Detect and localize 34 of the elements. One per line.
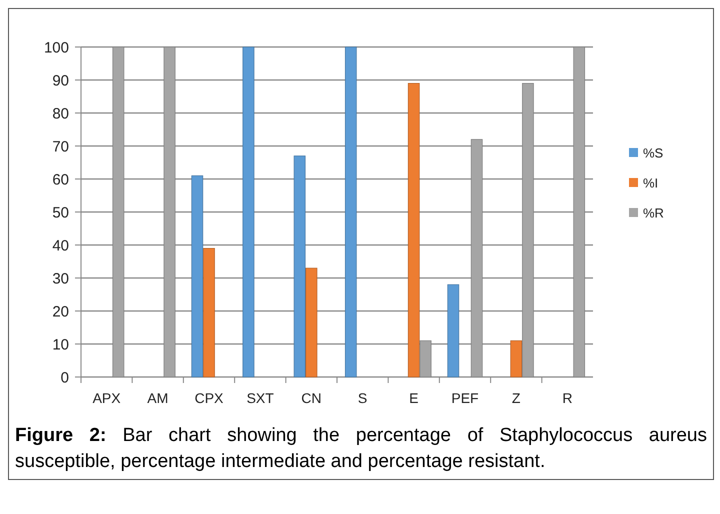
legend-label: %I	[643, 176, 658, 191]
bar	[294, 156, 306, 378]
legend-label: %S	[643, 146, 664, 161]
x-tick-label: CN	[301, 390, 322, 406]
bar	[344, 46, 357, 378]
x-tick-label: PEF	[451, 390, 479, 406]
y-tick-label: 90	[52, 72, 69, 90]
x-tick-label: R	[562, 390, 572, 406]
y-tick-label: 50	[52, 204, 69, 222]
x-tick-label: SXT	[246, 390, 274, 406]
y-tick-label: 40	[52, 237, 69, 254]
bar	[242, 46, 254, 378]
y-tick-label: 0	[60, 369, 69, 386]
y-tick-label: 70	[52, 138, 69, 156]
x-tick-label: Z	[512, 390, 521, 406]
x-tick-label: AM	[147, 390, 168, 406]
y-tick-label: 20	[52, 303, 69, 320]
bar	[510, 340, 522, 378]
x-tick-label: S	[358, 390, 368, 406]
legend-label: %R	[643, 206, 664, 221]
x-tick-label: CPX	[194, 390, 224, 406]
y-tick-label: 60	[52, 171, 69, 188]
x-tick-label: E	[409, 390, 418, 406]
bar	[408, 83, 420, 378]
y-tick-label: 30	[52, 270, 69, 288]
y-tick-label: 80	[52, 105, 69, 122]
y-tick-label: 10	[52, 336, 69, 354]
bar	[203, 248, 215, 378]
caption: Figure 2: Bar chart showing the percentage of Staphylococcus aureus susceptible, percentage intermediate and percentage resistant.	[14, 424, 708, 474]
bar	[306, 268, 318, 378]
x-tick-label: APX	[92, 390, 122, 406]
bar	[447, 284, 460, 378]
y-tick-label: 100	[44, 39, 69, 56]
bar	[191, 175, 204, 378]
